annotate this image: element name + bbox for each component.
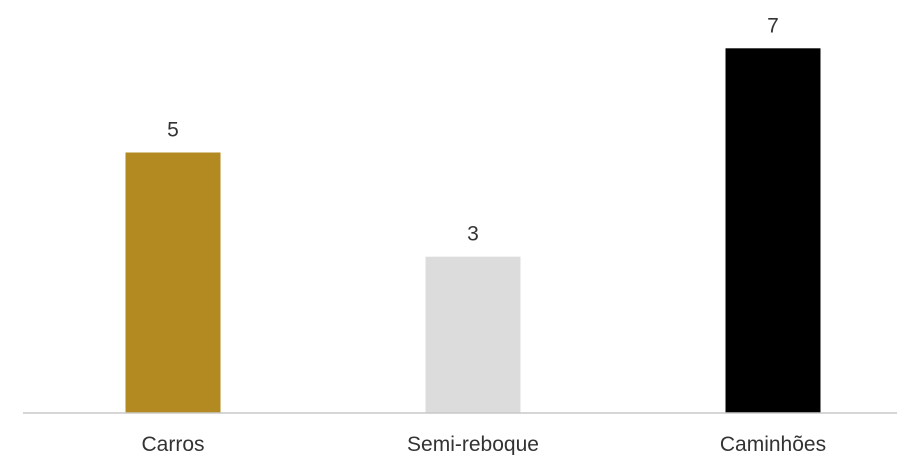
bars-group [125, 48, 821, 414]
x-tick-label: Caminhões [720, 433, 826, 455]
x-tick-labels-group: Carros Semi-reboque Caminhões [141, 433, 826, 455]
value-labels-group: 5 3 7 [167, 14, 779, 245]
data-label: 5 [167, 119, 179, 142]
data-label: 3 [467, 223, 479, 246]
data-label: 7 [767, 14, 779, 37]
x-tick-label: Semi-reboque [407, 433, 539, 455]
bar-carros [125, 152, 221, 413]
bar-semi-reboque [425, 256, 521, 413]
bar-caminh-es [725, 48, 821, 414]
x-tick-label: Carros [141, 433, 204, 455]
